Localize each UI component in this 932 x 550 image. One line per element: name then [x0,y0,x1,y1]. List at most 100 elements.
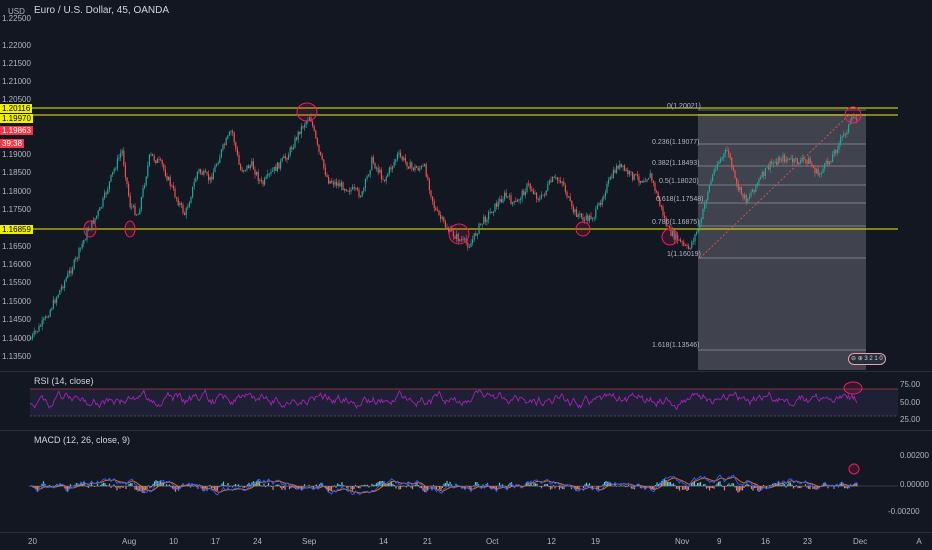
rsi-line [29,388,858,411]
macd-histogram-bar [536,483,538,487]
candle-body [315,130,317,139]
macd-histogram-bar [254,482,256,487]
candle-body [572,206,574,213]
macd-histogram-bar [432,484,435,487]
macd-histogram-bar [758,486,760,492]
macd-histogram-bar [270,486,273,487]
candle-body [355,187,357,189]
candle-body [57,294,59,298]
macd-histogram-bar [681,486,684,490]
fib-retracement-area [698,114,866,370]
macd-histogram-bar [479,486,481,487]
price-axis-tag: 1.20116 [0,104,33,113]
zoom-controls[interactable]: ⊖ ⊕ 3 2 1 0 [848,353,886,365]
pane-separator[interactable] [0,430,932,431]
macd-histogram-bar [629,486,631,487]
candle-body [803,157,805,160]
candle-body [555,177,557,179]
candle-body [747,198,749,204]
macd-histogram-bar [648,486,651,488]
macd-histogram-bar [113,484,115,487]
fib-level-label: 1(1.16019) [667,251,701,258]
macd-histogram-bar [737,486,739,493]
candle-body [526,183,528,192]
macd-histogram-bar [446,480,448,487]
macd-histogram-bar [558,486,561,490]
macd-histogram-bar [843,486,846,489]
candle-body [825,160,827,164]
candle-body [238,155,240,165]
candle-body [454,236,456,239]
macd-histogram-bar [144,486,147,490]
candle-body [603,196,605,199]
pane-separator[interactable] [0,371,932,372]
macd-histogram-bar [788,482,790,487]
macd-histogram-bar [155,480,157,487]
macd-histogram-bar [699,481,702,487]
candle-body [225,138,227,146]
macd-histogram-bar [693,480,696,487]
candle-body [676,233,678,241]
macd-histogram-bar [387,482,390,487]
candle-body [537,199,539,200]
macd-histogram-bar [135,486,138,490]
candle-body [500,199,502,203]
time-axis-label: 17 [211,537,220,546]
candle-body [600,202,602,205]
macd-histogram-bar [768,485,771,487]
candle-body [385,176,387,181]
candle-body [81,243,83,248]
candle-body [705,200,707,205]
macd-histogram-bar [261,486,264,487]
macd-histogram-bar [795,485,798,487]
auto-scale-button[interactable]: A [916,537,922,546]
time-axis-label: 16 [761,537,770,546]
candle-body [625,169,627,171]
macd-pane[interactable] [0,431,932,532]
candle-body [217,163,219,165]
price-pane[interactable] [0,0,932,370]
macd-histogram-bar [333,485,336,487]
candle-body [249,165,251,169]
candle-body [792,158,794,163]
macd-histogram-bar [390,481,393,487]
candle-body [382,179,384,180]
macd-histogram-bar [122,486,124,488]
price-axis-label: 1.14000 [2,334,31,343]
macd-histogram-bar [804,484,807,487]
symbol-title[interactable]: Euro / U.S. Dollar, 45, OANDA [34,5,170,16]
time-axis-label: 14 [379,537,388,546]
macd-histogram-bar [525,481,528,487]
candle-body [598,202,600,206]
macd-histogram-bar [216,486,219,491]
candle-body [251,161,253,166]
macd-histogram-bar [809,486,811,490]
macd-histogram-bar [441,486,444,488]
candle-body [492,211,494,214]
candle-body [116,158,118,169]
candle-body [75,257,77,260]
candle-body [166,175,168,181]
macd-chart[interactable] [0,431,932,532]
macd-histogram-bar [108,483,111,487]
candle-body [193,181,195,187]
candle-body [80,247,82,249]
candle-body [830,161,832,163]
macd-histogram-bar [65,486,67,491]
candle-body [342,182,344,191]
candle-body [827,160,829,165]
candle-body [243,170,245,172]
candle-body [460,239,462,241]
rsi-title[interactable]: RSI (14, close) [34,376,94,386]
candle-body [721,157,723,159]
candlestick-chart[interactable] [0,0,932,370]
rsi-pane[interactable] [0,372,932,429]
macd-histogram-bar [729,485,732,487]
candle-body [352,187,354,190]
rsi-chart[interactable] [0,372,932,429]
macd-title[interactable]: MACD (12, 26, close, 9) [34,435,131,445]
candle-body [574,209,576,213]
macd-histogram-bar [279,486,282,488]
candle-body [220,149,222,157]
macd-histogram-bar [506,486,508,489]
